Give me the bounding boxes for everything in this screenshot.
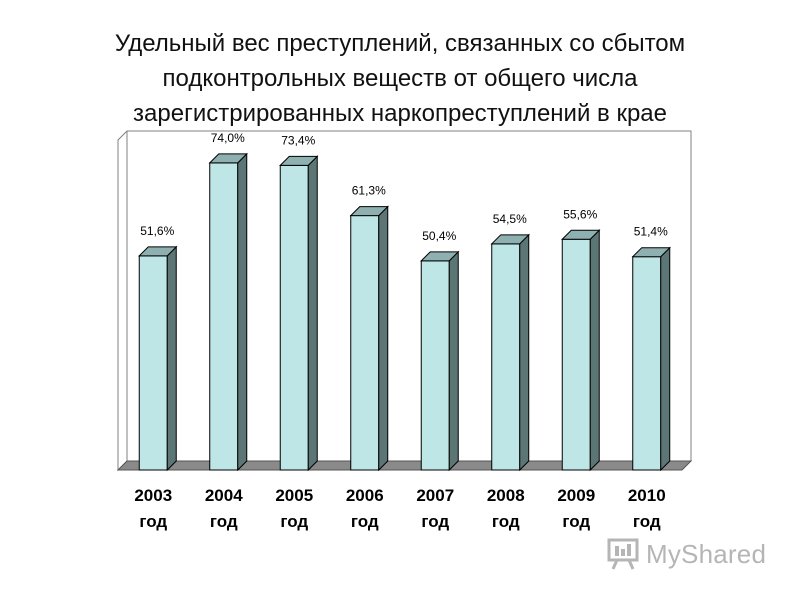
watermark-text: MyShared [646, 538, 767, 569]
bar-top-2010 [631, 247, 671, 258]
data-label-2009: 55,6% [563, 207, 597, 221]
tick-suffix-2004: год [210, 512, 238, 531]
bar-top-2004 [208, 153, 248, 164]
bar-2005 [279, 164, 309, 471]
tick-suffix-2009: год [562, 512, 590, 531]
tick-label-2007: 2007 [416, 486, 454, 505]
bar-2003 [138, 255, 168, 471]
bar-top-2005 [279, 155, 319, 166]
bar-side-2008 [519, 233, 530, 472]
tick-suffix-2010: год [633, 512, 661, 531]
bar-2007 [420, 260, 450, 471]
data-label-2010: 51,4% [634, 225, 668, 239]
bar-side-2010 [660, 246, 671, 472]
bar-side-2005 [307, 155, 318, 472]
tick-label-2010: 2010 [628, 486, 666, 505]
plot-back-wall [117, 130, 692, 472]
bar-side-2003 [166, 245, 177, 472]
bar-2008 [491, 243, 521, 471]
presentation-board-icon [607, 538, 639, 570]
tick-suffix-2008: год [492, 512, 520, 531]
bar-side-2007 [448, 250, 459, 472]
data-label-2007: 50,4% [422, 229, 456, 243]
bar-top-2008 [490, 234, 530, 245]
data-label-2008: 54,5% [493, 212, 527, 226]
tick-label-2009: 2009 [557, 486, 595, 505]
bar-top-2009 [561, 229, 601, 240]
data-label-2006: 61,3% [352, 184, 386, 198]
tick-label-2006: 2006 [346, 486, 384, 505]
bar-side-2009 [589, 229, 600, 472]
watermark: MyShared [606, 536, 766, 572]
data-label-2005: 73,4% [281, 133, 315, 147]
bar-2010 [632, 256, 662, 471]
bar-top-2007 [420, 251, 460, 262]
tick-label-2004: 2004 [205, 486, 243, 505]
tick-suffix-2003: год [139, 512, 167, 531]
data-label-2004: 74,0% [211, 131, 245, 145]
data-label-2003: 51,6% [140, 224, 174, 238]
tick-label-2005: 2005 [275, 486, 313, 505]
bar-2006 [350, 215, 380, 471]
plot-floor [116, 460, 693, 471]
bar-top-2003 [138, 246, 178, 257]
title-line-1: Удельный вес преступлений, связанных со … [114, 30, 686, 57]
bar-2009 [561, 238, 591, 471]
tick-suffix-2006: год [351, 512, 379, 531]
tick-suffix-2007: год [421, 512, 449, 531]
tick-label-2008: 2008 [487, 486, 525, 505]
tick-label-2003: 2003 [134, 486, 172, 505]
bar-side-2004 [237, 152, 248, 472]
bar-side-2006 [378, 205, 389, 472]
tick-suffix-2005: год [280, 512, 308, 531]
bar-top-2006 [349, 206, 389, 217]
bar-2004 [209, 162, 239, 471]
chart-title: Удельный вес преступлений, связанных со … [0, 26, 800, 131]
title-line-2: подконтрольных веществ от общего числа [162, 65, 638, 92]
title-line-3: зарегистрированных наркопреступлений в к… [133, 100, 667, 127]
